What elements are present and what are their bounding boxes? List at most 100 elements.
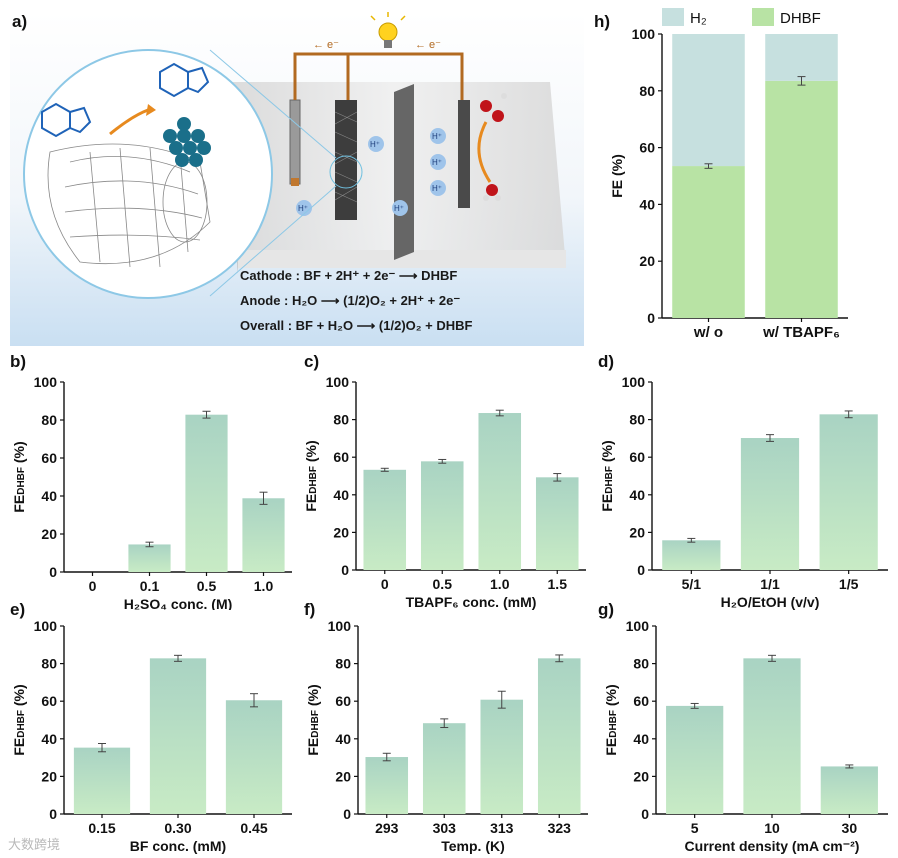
- y-axis-label-unit: (%): [303, 440, 319, 466]
- y-axis-label-subscript: DHBF: [16, 710, 27, 738]
- panel-label-a: a): [12, 12, 28, 31]
- bar: [149, 658, 207, 814]
- x-tick-label: 1/1: [760, 576, 780, 592]
- x-tick-label: 303: [433, 820, 457, 836]
- carbon-nanotube-icon: [47, 143, 211, 268]
- panel-label-e: e): [10, 600, 26, 619]
- bar: [740, 438, 800, 570]
- x-axis-label: Temp. (K): [441, 838, 505, 854]
- bar: [242, 498, 285, 572]
- y-tick-label: 0: [647, 310, 655, 326]
- electron-label-left: ← e⁻: [313, 39, 339, 51]
- bar-dhbf: [765, 80, 838, 318]
- panel-label-d: d): [598, 352, 615, 371]
- y-tick-label: 100: [626, 618, 650, 634]
- chart-h-fe-stacked: 0 20 40 60 80 100 FE (%) w/ o w/ TBAPF₆ H₂ DHBF: [609, 8, 848, 341]
- y-axis-label-main: FE: [11, 738, 27, 756]
- x-tick-label: 1/5: [839, 576, 859, 592]
- x-tick-label: 0.30: [164, 820, 191, 836]
- y-axis-label-main: FE: [303, 494, 319, 512]
- x-tick-label: w/ o: [693, 324, 723, 341]
- bar: [666, 705, 724, 814]
- x-tick-label: 30: [842, 820, 858, 836]
- bar: [480, 699, 524, 814]
- x-tick-label: 0.5: [433, 576, 453, 592]
- y-tick-label: 60: [41, 450, 57, 466]
- chart-e-bf-conc: 0 20 40 60 80 100 FEDHBF (%) 0.15 0.30 0.45 BF con…: [11, 618, 292, 854]
- y-axis-label: FEDHBF (%): [305, 684, 321, 755]
- panel-label-c: c): [304, 352, 320, 371]
- bar: [743, 658, 801, 814]
- bar: [537, 658, 581, 814]
- y-tick-label: 0: [49, 564, 57, 580]
- y-tick-label: 0: [343, 806, 351, 822]
- legend-swatch: [752, 8, 774, 26]
- x-tick-label: 1.5: [548, 576, 568, 592]
- x-tick-label: 0.15: [88, 820, 115, 836]
- y-axis-label: FE (%): [609, 154, 625, 198]
- y-tick-label: 20: [333, 524, 349, 540]
- y-tick-label: 20: [629, 524, 645, 540]
- water-molecule-icon: [483, 184, 501, 201]
- y-tick-label: 20: [41, 526, 57, 542]
- x-axis-label: H₂O/EtOH (v/v): [721, 594, 820, 610]
- watermark-text: 大数跨境: [8, 838, 61, 853]
- panel-label-f: f): [304, 600, 316, 619]
- y-tick-label: 0: [641, 806, 649, 822]
- zoom-inset: [23, 49, 337, 299]
- overall-equation: Overall : BF + H₂O ⟶ (1/2)O₂ + DHBF: [240, 318, 473, 333]
- chart-f-temp: 0 20 40 60 80 100 FEDHBF (%) 293 303 313 323 Temp. …: [305, 618, 588, 854]
- y-tick-label: 60: [629, 449, 645, 465]
- y-tick-label: 80: [633, 656, 649, 672]
- cathode-equation: Cathode : BF + 2H⁺ + 2e⁻ ⟶ DHBF: [240, 268, 458, 283]
- proton-label: H⁺: [432, 184, 442, 193]
- bar: [819, 414, 878, 570]
- y-tick-label: 40: [41, 731, 57, 747]
- y-axis-label: FEDHBF (%): [603, 684, 619, 755]
- y-tick-label: 0: [637, 562, 645, 578]
- electrolytic-cell-icon: [222, 82, 566, 274]
- y-tick-label: 80: [639, 83, 655, 99]
- x-axis-label: Current density (mA cm⁻²): [685, 838, 860, 854]
- chart-d-h2o-etoh: 0 20 40 60 80 100 FEDHBF (%) 5/1 1/1 1/5 H₂O/EtOH …: [599, 374, 888, 610]
- x-tick-label: 323: [548, 820, 572, 836]
- y-axis-label-main: FE: [603, 738, 619, 756]
- y-tick-label: 80: [41, 412, 57, 428]
- y-tick-label: 40: [629, 487, 645, 503]
- y-tick-label: 60: [335, 693, 351, 709]
- y-axis-label-main: FE: [305, 738, 321, 756]
- bar: [185, 414, 228, 572]
- x-tick-label: 5: [691, 820, 699, 836]
- y-tick-label: 60: [633, 693, 649, 709]
- proton-label: H⁺: [432, 132, 442, 141]
- y-tick-label: 60: [333, 449, 349, 465]
- legend-swatch: [662, 8, 684, 26]
- y-tick-label: 40: [333, 487, 349, 503]
- y-axis-label-subscript: DHBF: [604, 466, 615, 494]
- y-tick-label: 20: [41, 768, 57, 784]
- bar: [420, 461, 464, 570]
- y-tick-label: 40: [41, 488, 57, 504]
- metal-cluster-icon: [163, 117, 211, 167]
- bar-h2: [672, 34, 745, 167]
- bar: [365, 757, 409, 814]
- proton-label: H⁺: [432, 158, 442, 167]
- x-tick-label: 313: [490, 820, 514, 836]
- chart-c-tbapf6: 0 20 40 60 80 100 FEDHBF (%) 0 0.5 1.0 1.5 TBAPF₆ c…: [303, 374, 586, 610]
- bar: [535, 477, 579, 570]
- x-tick-label: 10: [764, 820, 780, 836]
- chart-g-current-density: 0 20 40 60 80 100 FEDHBF (%) 5 10 30 Current densi…: [603, 618, 888, 854]
- x-tick-label: 0.1: [140, 578, 160, 594]
- y-axis-label-subscript: DHBF: [608, 710, 619, 738]
- y-axis-label-main: FE: [11, 495, 27, 513]
- proton-label: H⁺: [370, 140, 380, 149]
- chart-b-h2so4: 0 20 40 60 80 100 FEDHBF (%) 0 0.1 0.5 1.0 H₂SO₄ co…: [11, 374, 292, 610]
- y-tick-label: 100: [328, 618, 352, 634]
- bar: [225, 700, 283, 814]
- x-tick-label: 0: [381, 576, 389, 592]
- legend-label: DHBF: [780, 10, 821, 27]
- x-axis-label: TBAPF₆ conc. (mM): [406, 594, 537, 610]
- y-tick-label: 100: [622, 374, 646, 390]
- electron-label-right: ← e⁻: [415, 39, 441, 51]
- panel-label-h: h): [594, 12, 611, 31]
